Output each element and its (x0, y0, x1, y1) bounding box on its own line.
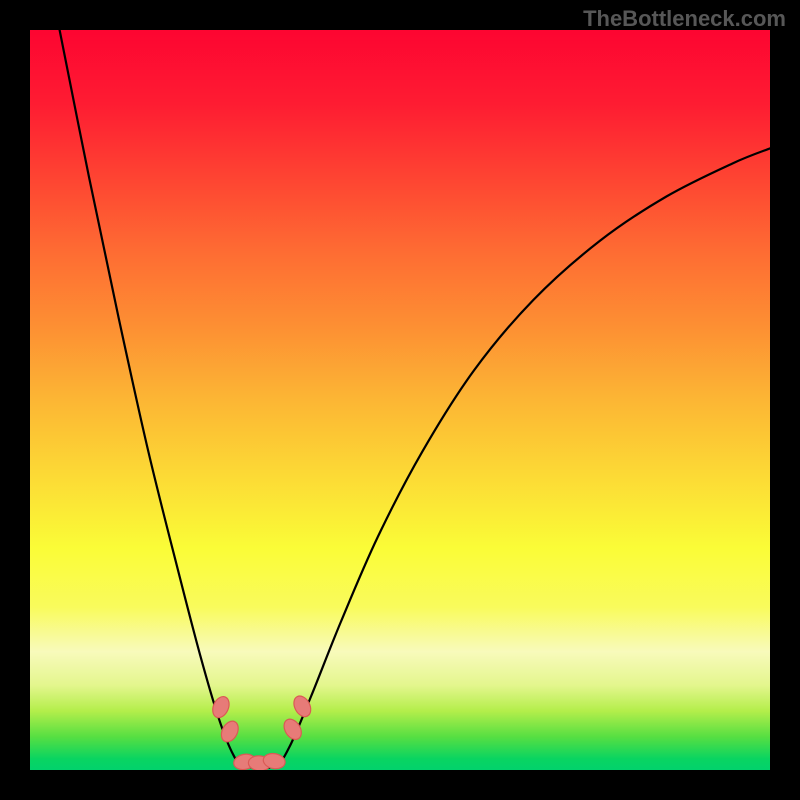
chart-container: TheBottleneck.com (0, 0, 800, 800)
gradient-background (30, 30, 770, 770)
watermark-text: TheBottleneck.com (583, 6, 786, 32)
plot-area (30, 30, 770, 770)
